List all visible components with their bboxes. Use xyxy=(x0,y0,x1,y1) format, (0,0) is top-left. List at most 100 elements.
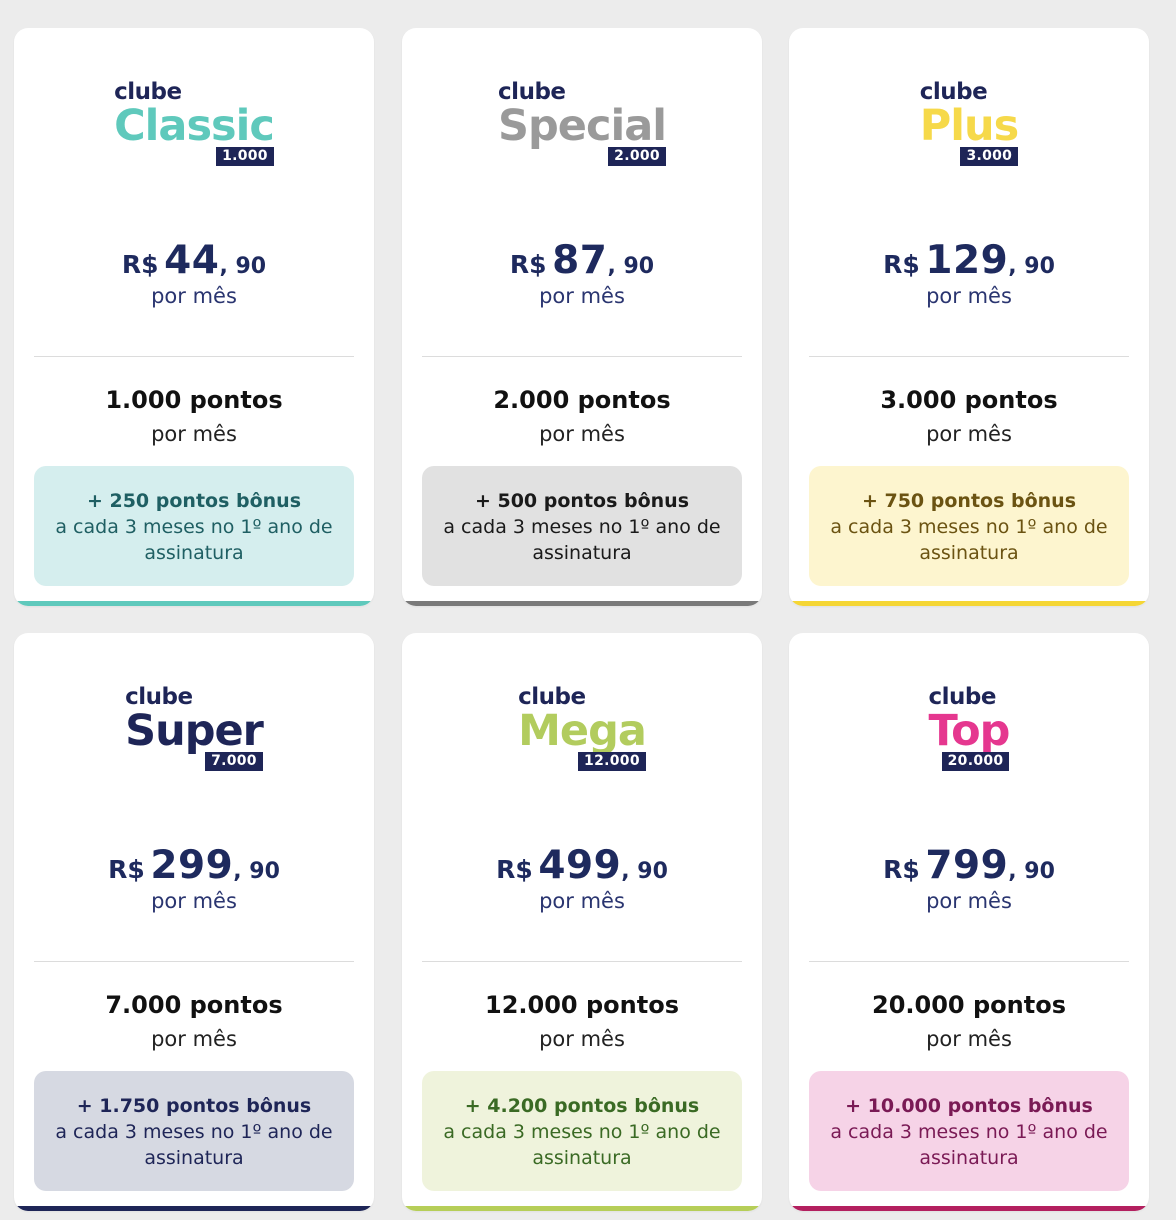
plan-name: Top xyxy=(928,706,1011,756)
bonus-title: + 250 pontos bônus xyxy=(86,490,302,512)
plan-card-mega[interactable]: clube Mega 12.000 R$ 499, 90 por mês 12.000 p… xyxy=(402,633,762,1211)
price-integer: 44 xyxy=(164,238,220,283)
points-period: por mês xyxy=(539,1027,625,1051)
plan-price: R$ 799, 90 xyxy=(789,843,1149,888)
card-divider xyxy=(34,961,354,962)
bonus-description: a cada 3 meses no 1º ano de assinatura xyxy=(830,1121,1108,1169)
price-currency: R$ xyxy=(509,250,547,279)
bonus-description: a cada 3 meses no 1º ano de assinatura xyxy=(830,516,1108,564)
plan-card-plus[interactable]: clube Plus 3.000 R$ 129, 90 por mês 3.000 pon… xyxy=(789,28,1149,606)
price-period: por mês xyxy=(539,889,625,913)
bonus-box: + 750 pontos bônus a cada 3 meses no 1º a… xyxy=(809,466,1129,586)
plan-points-tag: 12.000 xyxy=(578,752,646,771)
plan-name: Mega xyxy=(518,706,647,756)
price-decimal: , 90 xyxy=(607,254,655,279)
plan-points: 1.000 pontos xyxy=(105,386,283,414)
plan-price: R$ 499, 90 xyxy=(402,843,762,888)
plan-logo: clube Super 7.000 xyxy=(14,684,374,771)
points-period: por mês xyxy=(926,1027,1012,1051)
bonus-box: + 500 pontos bônus a cada 3 meses no 1º a… xyxy=(422,466,742,586)
card-accent-bar xyxy=(14,601,374,606)
points-period: por mês xyxy=(539,422,625,446)
price-integer: 129 xyxy=(925,238,1009,283)
plan-card-super[interactable]: clube Super 7.000 R$ 299, 90 por mês 7.000 po… xyxy=(14,633,374,1211)
bonus-box: + 250 pontos bônus a cada 3 meses no 1º a… xyxy=(34,466,354,586)
plan-logo: clube Plus 3.000 xyxy=(789,79,1149,166)
card-accent-bar xyxy=(402,1206,762,1211)
card-divider xyxy=(422,356,742,357)
bonus-box: + 10.000 pontos bônus a cada 3 meses no 1… xyxy=(809,1071,1129,1191)
plan-price: R$ 44, 90 xyxy=(14,238,374,283)
plan-card-top[interactable]: clube Top 20.000 R$ 799, 90 por mês 20.000 po… xyxy=(789,633,1149,1211)
bonus-box: + 1.750 pontos bônus a cada 3 meses no 1º… xyxy=(34,1071,354,1191)
price-currency: R$ xyxy=(496,855,533,884)
plan-name: Classic xyxy=(114,101,275,151)
bonus-box: + 4.200 pontos bônus a cada 3 meses no 1º… xyxy=(422,1071,742,1191)
plan-points-tag: 20.000 xyxy=(941,752,1010,771)
bonus-title: + 1.750 pontos bônus xyxy=(76,1095,312,1117)
plan-points: 3.000 pontos xyxy=(880,386,1058,414)
card-accent-bar xyxy=(402,601,762,606)
plan-logo: clube Mega 12.000 xyxy=(402,684,762,771)
points-period: por mês xyxy=(926,422,1012,446)
bonus-title: + 10.000 pontos bônus xyxy=(845,1095,1093,1117)
plan-card-classic[interactable]: clube Classic 1.000 R$ 44, 90 por mês 1.000 p… xyxy=(14,28,374,606)
price-period: por mês xyxy=(151,889,237,913)
plan-points-tag: 3.000 xyxy=(960,147,1019,166)
bonus-description: a cada 3 meses no 1º ano de assinatura xyxy=(443,1121,721,1169)
plan-points-tag: 2.000 xyxy=(608,147,666,166)
price-currency: R$ xyxy=(883,855,920,884)
price-period: por mês xyxy=(926,889,1012,913)
price-currency: R$ xyxy=(108,855,145,884)
points-period: por mês xyxy=(151,1027,237,1051)
card-divider xyxy=(809,961,1129,962)
plan-price: R$ 87, 90 xyxy=(402,238,762,283)
price-integer: 799 xyxy=(925,843,1009,888)
bonus-title: + 4.200 pontos bônus xyxy=(464,1095,700,1117)
plan-points: 12.000 pontos xyxy=(485,991,679,1019)
plan-points: 7.000 pontos xyxy=(105,991,283,1019)
card-accent-bar xyxy=(789,1206,1149,1211)
plan-points: 20.000 pontos xyxy=(872,991,1066,1019)
plan-card-special[interactable]: clube Special 2.000 R$ 87, 90 por mês 2.000 p… xyxy=(402,28,762,606)
price-currency: R$ xyxy=(883,250,920,279)
logo-prefix: clube xyxy=(919,79,988,105)
price-period: por mês xyxy=(926,284,1012,308)
price-currency: R$ xyxy=(121,250,159,279)
bonus-description: a cada 3 meses no 1º ano de assinatura xyxy=(443,516,721,564)
card-accent-bar xyxy=(789,601,1149,606)
plan-logo: clube Classic 1.000 xyxy=(14,79,374,166)
plan-logo: clube Special 2.000 xyxy=(402,79,762,166)
plan-logo: clube Top 20.000 xyxy=(789,685,1149,771)
plan-points-tag: 1.000 xyxy=(216,147,274,166)
logo-prefix: clube xyxy=(114,79,182,105)
card-accent-bar xyxy=(14,1206,374,1211)
bonus-title: + 750 pontos bônus xyxy=(861,490,1077,512)
price-decimal: , 90 xyxy=(1008,859,1055,884)
plan-price: R$ 299, 90 xyxy=(14,843,374,888)
logo-prefix: clube xyxy=(125,684,193,710)
price-integer: 499 xyxy=(538,843,622,888)
plan-points-tag: 7.000 xyxy=(205,752,263,771)
card-divider xyxy=(809,356,1129,357)
bonus-description: a cada 3 meses no 1º ano de assinatura xyxy=(55,1121,333,1169)
logo-prefix: clube xyxy=(518,684,586,710)
price-integer: 299 xyxy=(150,843,234,888)
plan-price: R$ 129, 90 xyxy=(789,238,1149,283)
plan-name: Special xyxy=(498,101,667,151)
plan-points: 2.000 pontos xyxy=(493,386,671,414)
price-decimal: , 90 xyxy=(621,859,668,884)
price-decimal: , 90 xyxy=(219,254,267,279)
bonus-description: a cada 3 meses no 1º ano de assinatura xyxy=(55,516,333,564)
price-decimal: , 90 xyxy=(233,859,280,884)
price-period: por mês xyxy=(151,284,237,308)
plan-name: Super xyxy=(125,706,264,756)
price-decimal: , 90 xyxy=(1008,254,1055,279)
price-integer: 87 xyxy=(552,238,608,283)
price-period: por mês xyxy=(539,284,625,308)
plan-name: Plus xyxy=(919,101,1019,151)
card-divider xyxy=(422,961,742,962)
logo-prefix: clube xyxy=(498,79,566,105)
bonus-title: + 500 pontos bônus xyxy=(474,490,690,512)
